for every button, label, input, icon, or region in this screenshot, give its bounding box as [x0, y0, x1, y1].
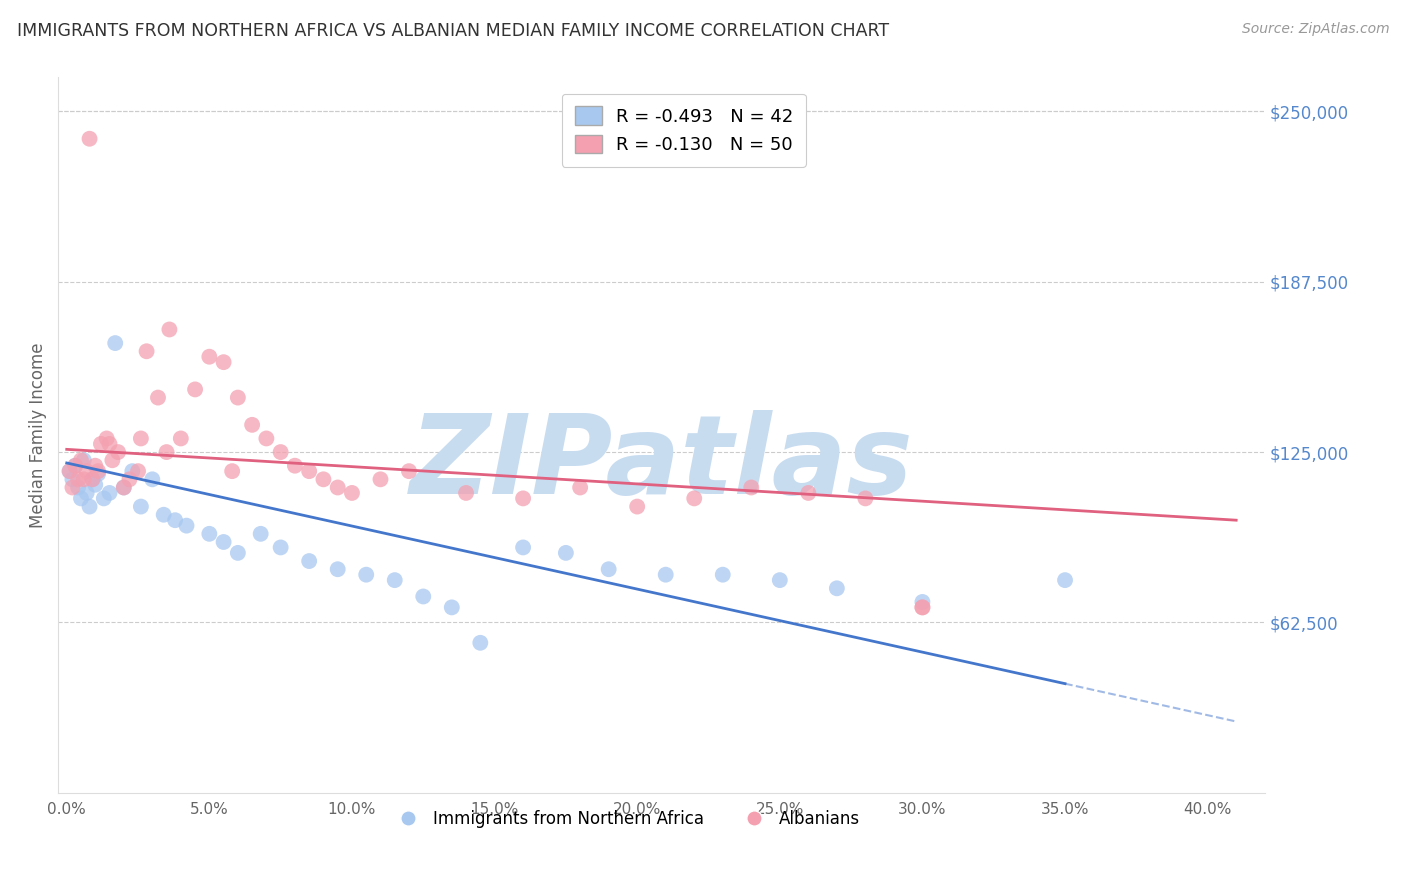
- Point: [298, 554, 321, 568]
- Point: [62, 472, 84, 486]
- Point: [107, 445, 129, 459]
- Point: [84, 477, 107, 491]
- Point: [165, 513, 187, 527]
- Point: [554, 546, 576, 560]
- Point: [384, 573, 406, 587]
- Point: [65, 458, 87, 473]
- Point: [118, 472, 141, 486]
- Point: [87, 464, 110, 478]
- Point: [797, 486, 820, 500]
- Point: [911, 600, 934, 615]
- Point: [141, 472, 163, 486]
- Point: [769, 573, 792, 587]
- Point: [1054, 573, 1077, 587]
- Point: [198, 526, 221, 541]
- Point: [82, 472, 104, 486]
- Point: [98, 486, 121, 500]
- Point: [326, 481, 349, 495]
- Y-axis label: Median Family Income: Median Family Income: [30, 343, 46, 528]
- Point: [412, 590, 434, 604]
- Point: [152, 508, 174, 522]
- Point: [65, 458, 87, 473]
- Point: [127, 464, 149, 478]
- Point: [226, 546, 249, 560]
- Point: [221, 464, 243, 478]
- Text: Source: ZipAtlas.com: Source: ZipAtlas.com: [1241, 22, 1389, 37]
- Point: [155, 445, 177, 459]
- Point: [284, 458, 307, 473]
- Point: [598, 562, 620, 576]
- Point: [911, 600, 934, 615]
- Point: [212, 535, 235, 549]
- Point: [340, 486, 363, 500]
- Point: [270, 541, 292, 555]
- Text: IMMIGRANTS FROM NORTHERN AFRICA VS ALBANIAN MEDIAN FAMILY INCOME CORRELATION CHA: IMMIGRANTS FROM NORTHERN AFRICA VS ALBAN…: [17, 22, 889, 40]
- Point: [370, 472, 392, 486]
- Point: [454, 486, 477, 500]
- Point: [569, 481, 592, 495]
- Point: [176, 518, 198, 533]
- Point: [270, 445, 292, 459]
- Point: [512, 541, 534, 555]
- Point: [79, 500, 101, 514]
- Point: [853, 491, 876, 506]
- Point: [101, 453, 124, 467]
- Point: [129, 432, 152, 446]
- Point: [84, 458, 107, 473]
- Point: [184, 383, 207, 397]
- Point: [312, 472, 335, 486]
- Point: [98, 437, 121, 451]
- Point: [70, 453, 93, 467]
- Point: [73, 472, 96, 486]
- Point: [90, 437, 112, 451]
- Point: [440, 600, 463, 615]
- Legend: Immigrants from Northern Africa, Albanians: Immigrants from Northern Africa, Albania…: [384, 803, 866, 834]
- Point: [129, 500, 152, 514]
- Point: [104, 336, 127, 351]
- Text: ZIPatlas: ZIPatlas: [409, 410, 914, 517]
- Point: [70, 491, 93, 506]
- Point: [87, 467, 110, 481]
- Point: [157, 322, 180, 336]
- Point: [93, 491, 115, 506]
- Point: [96, 432, 118, 446]
- Point: [73, 453, 96, 467]
- Point: [226, 391, 249, 405]
- Point: [67, 481, 90, 495]
- Point: [146, 391, 169, 405]
- Point: [398, 464, 420, 478]
- Point: [82, 472, 104, 486]
- Point: [112, 481, 135, 495]
- Point: [512, 491, 534, 506]
- Point: [626, 500, 648, 514]
- Point: [62, 481, 84, 495]
- Point: [112, 481, 135, 495]
- Point: [740, 481, 762, 495]
- Point: [121, 464, 143, 478]
- Point: [254, 432, 277, 446]
- Point: [58, 464, 80, 478]
- Point: [249, 526, 271, 541]
- Point: [298, 464, 321, 478]
- Point: [79, 132, 101, 146]
- Point: [711, 567, 734, 582]
- Point: [654, 567, 676, 582]
- Point: [67, 472, 90, 486]
- Point: [58, 464, 80, 478]
- Point: [354, 567, 377, 582]
- Point: [198, 350, 221, 364]
- Point: [135, 344, 157, 359]
- Point: [76, 486, 98, 500]
- Point: [825, 582, 848, 596]
- Point: [911, 595, 934, 609]
- Point: [240, 417, 263, 432]
- Point: [76, 464, 98, 478]
- Point: [470, 636, 492, 650]
- Point: [326, 562, 349, 576]
- Point: [683, 491, 706, 506]
- Point: [170, 432, 193, 446]
- Point: [212, 355, 235, 369]
